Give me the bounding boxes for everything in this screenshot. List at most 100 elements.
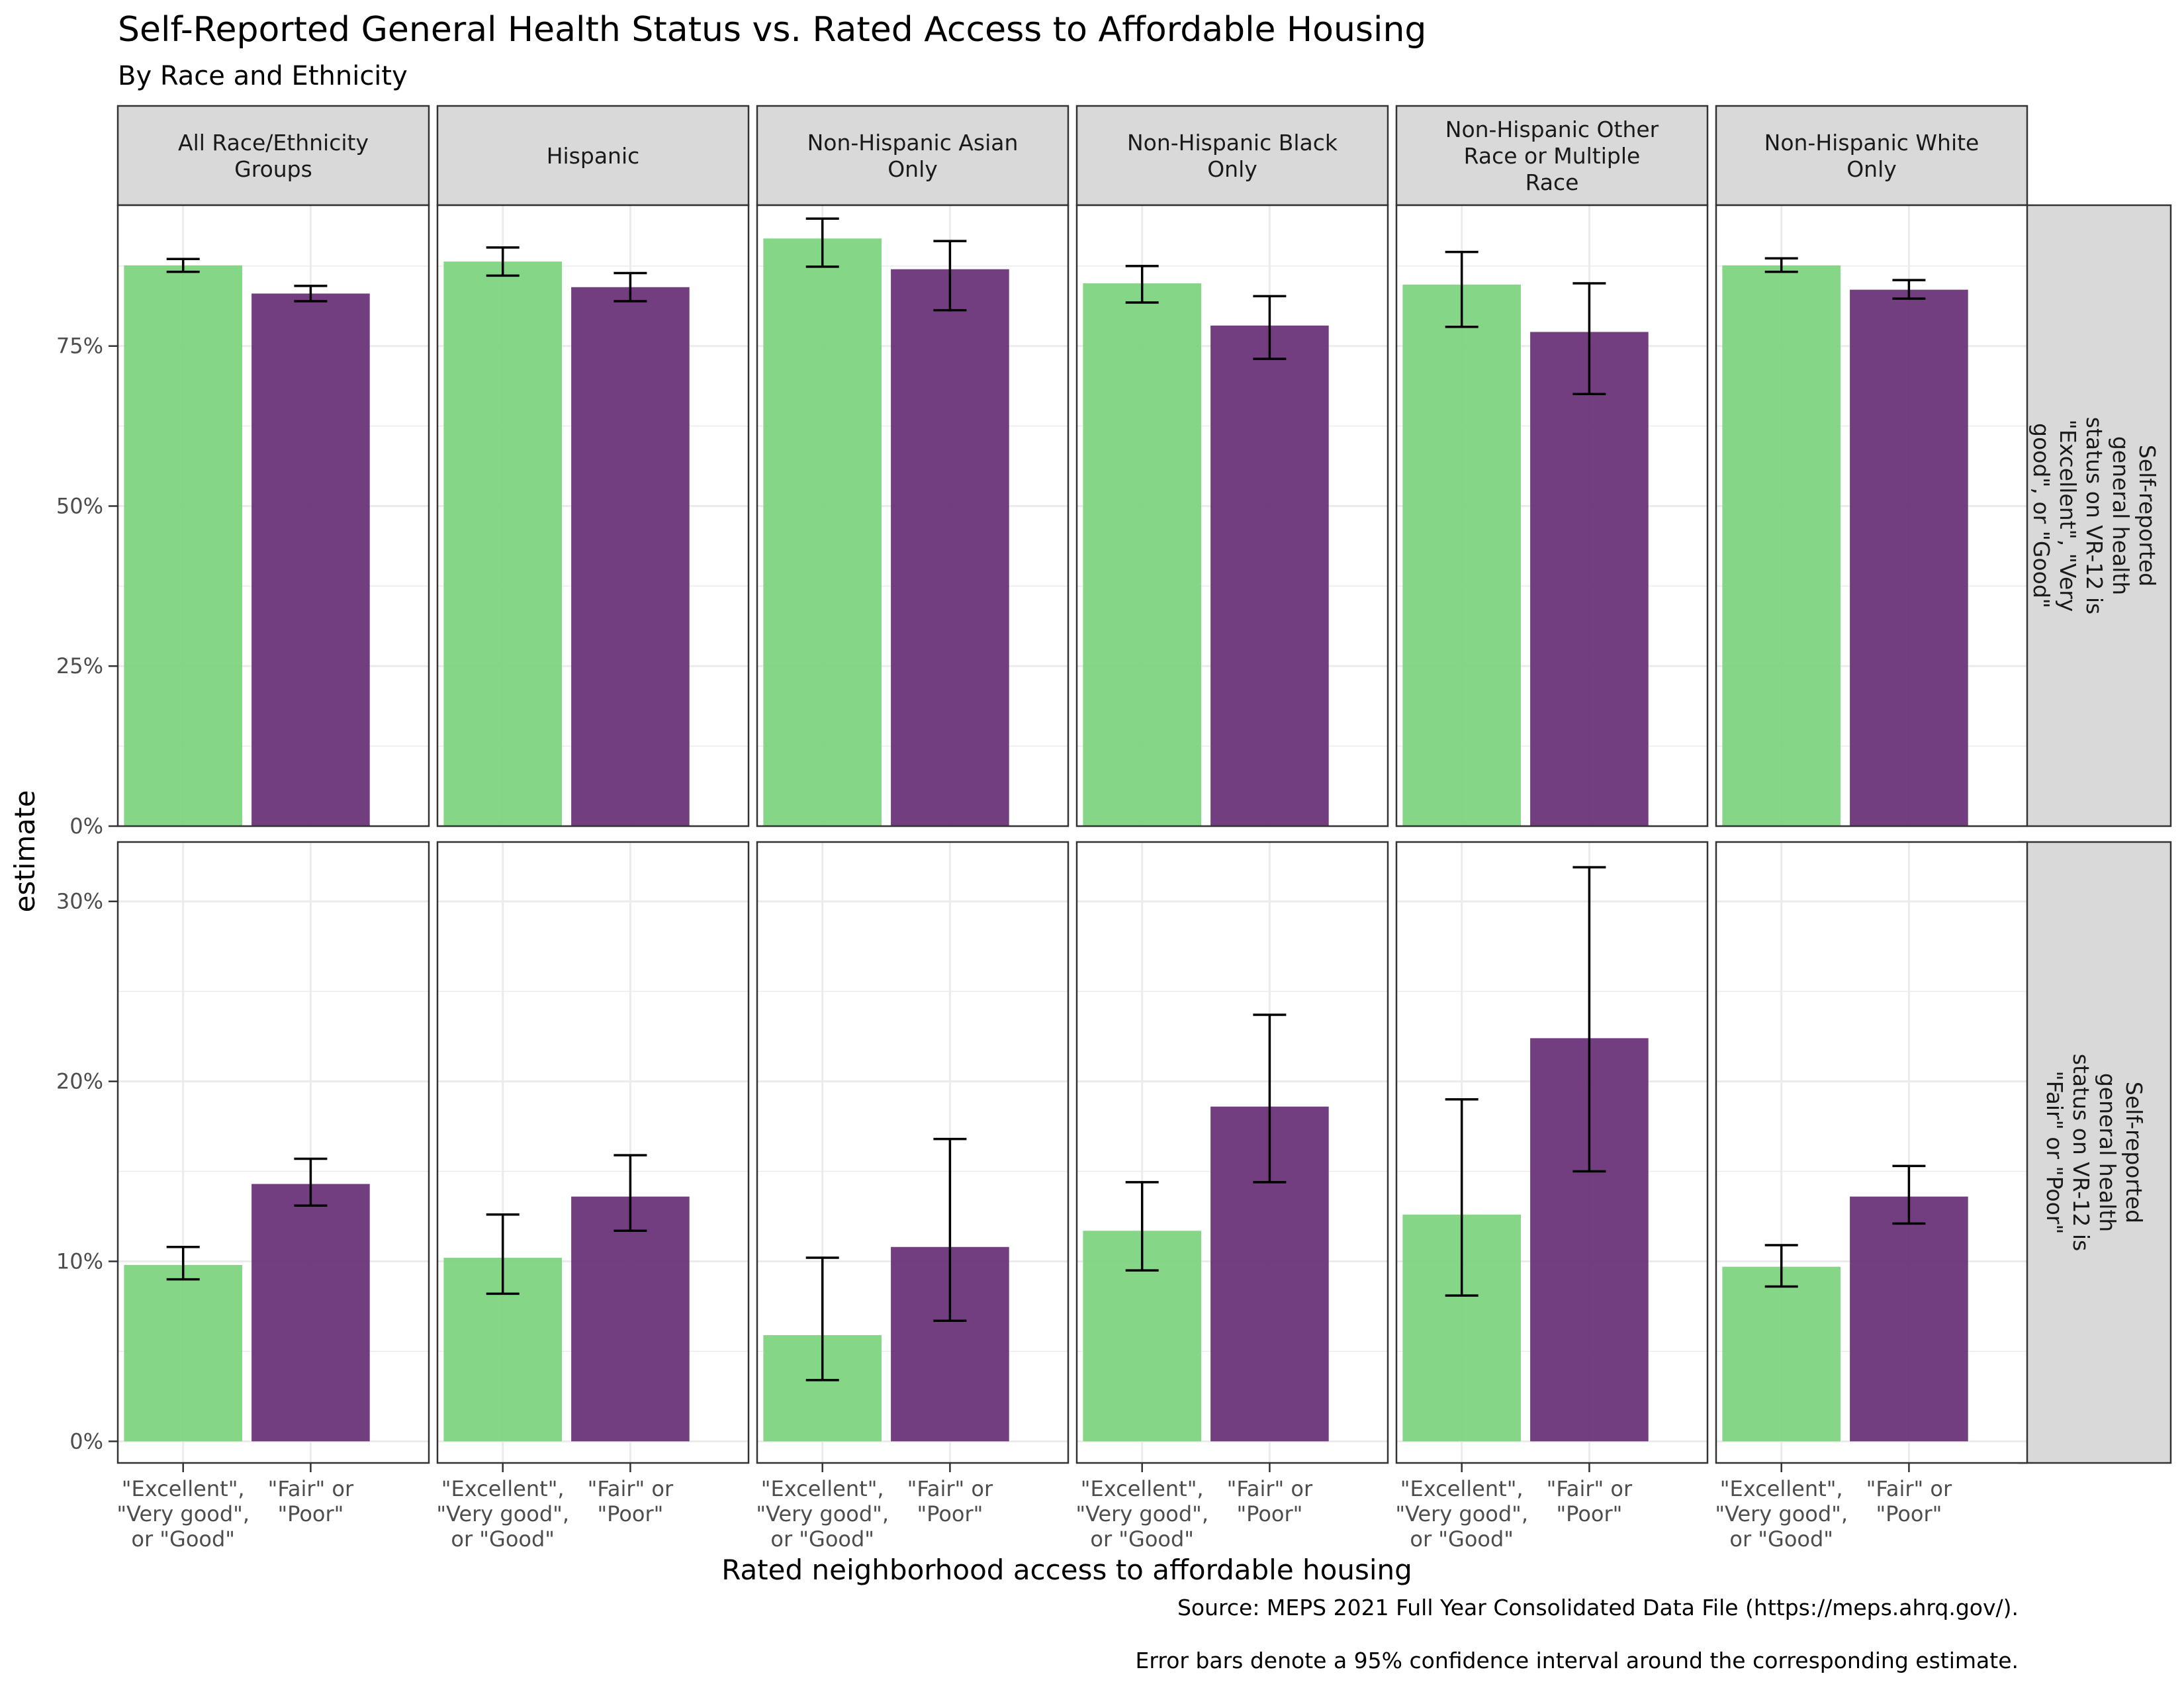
facet-strip-label: Non-Hispanic Asian Only: [807, 130, 1019, 182]
bar-excellent-good: [124, 1264, 242, 1442]
y-axis-title: estimate: [9, 790, 41, 913]
panel-border: [1075, 841, 1389, 1464]
error-bar: [1445, 250, 1479, 328]
error-bar: [1892, 1164, 1926, 1225]
y-tick-label: 0%: [69, 1429, 103, 1454]
error-bar: [294, 285, 328, 303]
bar-excellent-good: [443, 261, 562, 826]
y-tick-label: 25%: [56, 653, 103, 679]
bar-excellent-good: [763, 238, 882, 826]
facet-strip-label: Non-Hispanic Other Race or Multiple Race: [1445, 117, 1659, 195]
error-bar: [1445, 1098, 1479, 1297]
row-strip-label: Self-reportedgeneral healthstatus on VR-…: [2028, 417, 2160, 614]
row-strip: [2017, 841, 2172, 1464]
error-bar: [1125, 265, 1159, 304]
x-tick-label: "Fair" or "Poor": [1866, 1476, 1952, 1526]
error-bar: [1892, 279, 1926, 300]
bar-excellent-good: [1722, 265, 1841, 827]
bar-fair-poor: [1530, 332, 1649, 827]
source-caption: Source: MEPS 2021 Full Year Consolidated…: [1177, 1595, 2019, 1620]
x-tick-label: "Excellent", "Very good", or "Good": [116, 1476, 250, 1552]
bar-fair-poor: [891, 269, 1009, 826]
facet-panel: [1395, 204, 1709, 827]
facet-strip: [1075, 105, 1389, 207]
error-bar: [614, 271, 647, 303]
error-bar: [486, 1213, 520, 1295]
x-tick-label: "Fair" or "Poor": [1547, 1476, 1633, 1526]
y-tick-label: 10%: [56, 1248, 103, 1274]
facet-panel: [1075, 204, 1389, 827]
facet-panel: [1395, 841, 1709, 1464]
bar-fair-poor: [251, 1184, 370, 1442]
bar-excellent-good: [1402, 284, 1521, 826]
bar-excellent-good: [124, 265, 242, 827]
bar-excellent-good: [1722, 1266, 1841, 1442]
panel-border: [756, 841, 1069, 1464]
facet-panel: [756, 841, 1069, 1464]
facet-panel: [436, 204, 750, 827]
error-bar: [1125, 1181, 1159, 1272]
x-tick-label: "Fair" or "Poor": [268, 1476, 354, 1526]
error-bar: [1764, 257, 1798, 273]
x-axis-title: Rated neighborhood access to affordable …: [721, 1554, 1412, 1586]
error-bar: [805, 217, 839, 268]
panel-border: [1715, 204, 2028, 827]
facet-strip-label: Non-Hispanic Black Only: [1127, 130, 1338, 182]
facet-panel: [1715, 204, 2028, 827]
bar-fair-poor: [571, 287, 690, 826]
panel-border: [436, 841, 750, 1464]
error-bar: [933, 240, 967, 312]
bar-fair-poor: [1210, 325, 1329, 826]
panel-border: [436, 204, 750, 827]
facet-strip: [1715, 105, 2028, 207]
row-strip-label: Self-reportedgeneral healthstatus on VR-…: [2042, 1054, 2147, 1251]
error-bar: [1572, 866, 1606, 1173]
error-bar: [294, 1157, 328, 1207]
facet-panel: [436, 841, 750, 1464]
bar-fair-poor: [251, 293, 370, 827]
bar-excellent-good: [1083, 283, 1201, 827]
facet-panel: [756, 204, 1069, 827]
panel-border: [756, 204, 1069, 827]
error-bar: [166, 258, 200, 273]
x-tick-label: "Excellent", "Very good", or "Good": [1395, 1476, 1528, 1552]
facet-strip: [1395, 105, 1709, 207]
facet-panel: [116, 841, 430, 1464]
error-bar: [1253, 295, 1287, 360]
x-tick-label: "Excellent", "Very good", or "Good": [756, 1476, 889, 1552]
y-tick-label: 30%: [56, 889, 103, 914]
facet-panel: [1715, 841, 2028, 1464]
x-tick-label: "Excellent", "Very good", or "Good": [436, 1476, 569, 1552]
panel-border: [116, 204, 430, 827]
bar-fair-poor: [1850, 1196, 1968, 1442]
error-bar: [933, 1137, 967, 1322]
error-bar: [805, 1256, 839, 1382]
x-tick-label: "Excellent", "Very good", or "Good": [1075, 1476, 1208, 1552]
error-bar: [1253, 1013, 1287, 1184]
facet-strip-label: Hispanic: [547, 143, 640, 169]
chart-title: Self-Reported General Health Status vs. …: [118, 10, 1426, 50]
y-tick-label: 0%: [69, 814, 103, 839]
error-bar: [614, 1154, 647, 1233]
panel-border: [1075, 204, 1389, 827]
error-bar-caption: Error bars denote a 95% confidence inter…: [1136, 1648, 2019, 1673]
panel-border: [1395, 204, 1709, 827]
facet-strip: [756, 105, 1069, 207]
x-tick-label: "Fair" or "Poor": [907, 1476, 993, 1526]
x-tick-label: "Fair" or "Poor": [588, 1476, 674, 1526]
facet-panel: [1075, 841, 1389, 1464]
facet-panel: [116, 204, 430, 827]
facet-panels: All Race/Ethnicity Groups Hispanic Non-Hisp…: [56, 105, 2172, 1552]
error-bar: [486, 246, 520, 277]
y-tick-label: 50%: [56, 493, 103, 518]
error-bar: [166, 1245, 200, 1281]
facet-strip-label: All Race/Ethnicity Groups: [178, 130, 369, 182]
x-tick-label: "Excellent", "Very good", or "Good": [1715, 1476, 1848, 1552]
x-tick-label: "Fair" or "Poor": [1227, 1476, 1313, 1526]
row-strip: [2017, 204, 2172, 827]
y-tick-label: 20%: [56, 1069, 103, 1094]
error-bar: [1572, 282, 1606, 396]
facet-strip-label: Non-Hispanic White Only: [1764, 130, 1979, 182]
facet-strip: [116, 105, 430, 207]
